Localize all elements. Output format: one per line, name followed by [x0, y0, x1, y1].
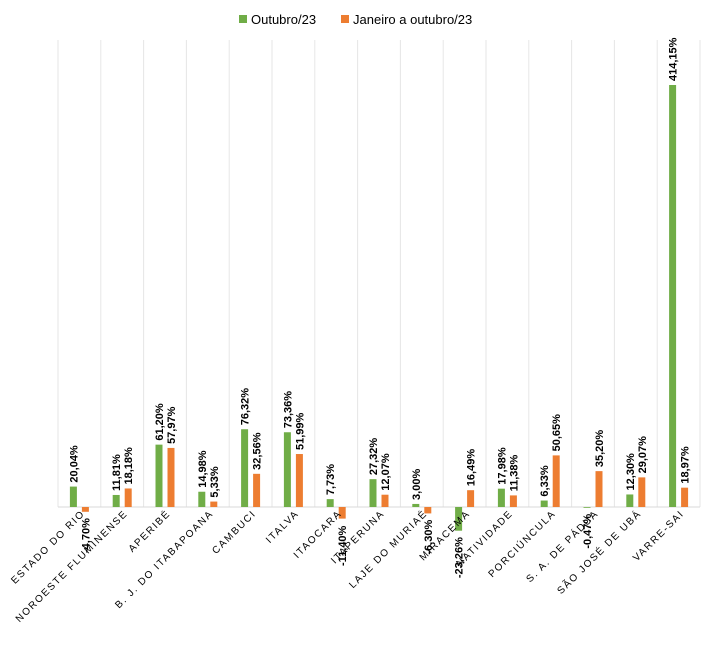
data-label-janeiro-outubro-varre-sai: 18,97% [680, 446, 692, 484]
data-label-janeiro-outubro-italva: 51,99% [294, 412, 306, 450]
data-label-outubro-s-a-de-padua: -0,47% [582, 514, 594, 549]
data-label-outubro-noroeste-fluminense: 11,81% [111, 454, 123, 491]
bar-janeiro-outubro-sao-jose-de-uba [638, 477, 646, 507]
bar-janeiro-outubro-s-a-de-padua [595, 471, 603, 507]
bar-janeiro-outubro-cambuci [253, 473, 261, 507]
data-label-outubro-varre-sai: 414,15% [668, 37, 680, 81]
bar-outubro-noroeste-fluminense [112, 494, 120, 507]
bar-janeiro-outubro-porciuncula [552, 455, 560, 507]
bar-janeiro-outubro-itaperuna [381, 494, 389, 507]
category-label-italva: ITALVA [264, 508, 301, 545]
data-label-janeiro-outubro-cambuci: 32,56% [252, 432, 264, 470]
bar-outubro-natividade [497, 488, 505, 507]
data-label-outubro-laje-do-muriae: 3,00% [411, 469, 423, 500]
chart-legend: Outubro/23 Janeiro a outubro/23 [239, 12, 472, 27]
data-label-outubro-aperibe: 61,20% [154, 403, 166, 441]
data-labels-group: 20,04% -4,70% 11,81% 18,18% 61,20% 57,97% 14,9… [68, 37, 691, 578]
data-label-outubro-estado-do-rio: 20,04% [68, 445, 80, 483]
category-label-sao-jose-de-uba: SÃO JOSÉ DE UBÁ [554, 507, 644, 597]
data-label-outubro-porciuncula: 6,33% [539, 465, 551, 496]
data-label-janeiro-outubro-sao-jose-de-uba: 29,07% [637, 436, 649, 474]
data-label-outubro-cambuci: 76,32% [240, 388, 252, 426]
bar-outubro-laje-do-muriae [412, 503, 420, 507]
data-label-outubro-itaocara: 7,73% [325, 464, 337, 495]
legend-label-janeiro-outubro: Janeiro a outubro/23 [353, 12, 472, 27]
data-label-outubro-sao-jose-de-uba: 12,30% [625, 453, 637, 491]
bar-janeiro-outubro-b-j-do-itabapoana [210, 501, 218, 507]
legend-swatch-outubro [239, 15, 247, 23]
data-label-janeiro-outubro-miracema: 16,49% [466, 449, 478, 487]
bar-janeiro-outubro-noroeste-fluminense [124, 488, 132, 507]
bar-janeiro-outubro-aperibe [167, 447, 175, 507]
legend-label-outubro: Outubro/23 [251, 12, 316, 27]
data-label-janeiro-outubro-porciuncula: 50,65% [551, 414, 563, 452]
bar-outubro-cambuci [241, 429, 249, 507]
bar-outubro-itaperuna [369, 479, 377, 507]
data-label-janeiro-outubro-estado-do-rio: -4,70% [80, 518, 92, 553]
bar-janeiro-outubro-natividade [509, 495, 517, 507]
data-label-outubro-natividade: 17,98% [496, 447, 508, 485]
bar-outubro-estado-do-rio [69, 486, 77, 507]
bar-janeiro-outubro-itaocara [338, 507, 346, 519]
bar-janeiro-outubro-varre-sai [681, 487, 689, 507]
data-label-outubro-b-j-do-itabapoana: 14,98% [197, 450, 209, 488]
data-label-janeiro-outubro-natividade: 11,38% [508, 454, 520, 491]
data-label-janeiro-outubro-s-a-de-padua: 35,20% [594, 430, 606, 468]
data-label-outubro-miracema: -23,26% [454, 537, 466, 578]
bar-outubro-varre-sai [669, 85, 677, 507]
bar-outubro-italva [283, 432, 291, 507]
bar-outubro-b-j-do-itabapoana [198, 491, 206, 507]
data-label-outubro-itaperuna: 27,32% [368, 438, 380, 476]
legend-swatch-janeiro-outubro [341, 15, 349, 23]
bar-outubro-miracema [455, 507, 463, 531]
bars-group [69, 85, 689, 531]
category-label-estado-do-rio: ESTADO DO RIO [9, 508, 87, 586]
bar-outubro-porciuncula [540, 500, 548, 507]
data-label-janeiro-outubro-noroeste-fluminense: 18,18% [123, 447, 135, 485]
data-label-outubro-italva: 73,36% [282, 391, 294, 429]
data-label-janeiro-outubro-b-j-do-itabapoana: 5,33% [209, 466, 221, 497]
bar-janeiro-outubro-laje-do-muriae [424, 507, 432, 514]
bar-outubro-s-a-de-padua [583, 507, 591, 508]
bar-outubro-aperibe [155, 444, 163, 507]
category-label-cambuci: CAMBUCI [210, 508, 258, 556]
bar-janeiro-outubro-italva [295, 454, 303, 507]
gridlines [57, 40, 701, 507]
data-label-janeiro-outubro-itaperuna: 12,07% [380, 453, 392, 491]
data-label-janeiro-outubro-laje-do-muriae: -6,30% [423, 520, 435, 555]
data-label-janeiro-outubro-itaocara: -11,40% [337, 525, 349, 566]
category-label-laje-do-muriae: LAJE DO MURIAÉ [346, 507, 430, 591]
bar-janeiro-outubro-estado-do-rio [81, 507, 89, 512]
bar-janeiro-outubro-miracema [467, 490, 475, 507]
data-label-janeiro-outubro-aperibe: 57,97% [166, 406, 178, 444]
bar-outubro-sao-jose-de-uba [626, 494, 634, 507]
bar-outubro-itaocara [326, 499, 334, 507]
category-label-aperibe: APERIBÉ [125, 507, 173, 555]
